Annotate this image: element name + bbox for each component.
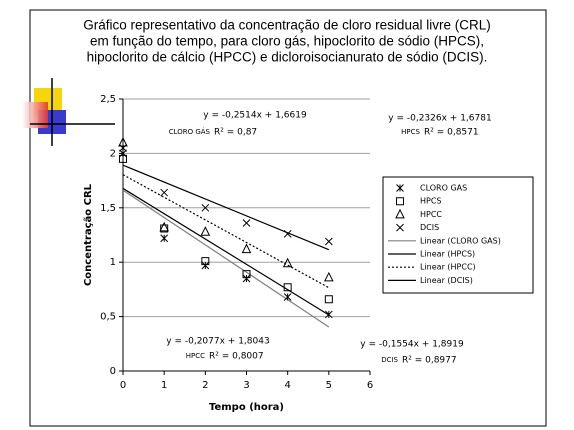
x-tick-label: 1 <box>161 380 167 391</box>
x-tick-label: 2 <box>202 380 208 391</box>
legend-label: Linear (DCIS) <box>420 276 473 285</box>
data-point <box>324 295 333 304</box>
trend-equation: y = -0,1554x + 1,8919 <box>360 340 464 350</box>
data-point <box>201 261 210 270</box>
trend-series-label: HPCC <box>186 352 205 360</box>
data-point <box>242 274 251 283</box>
decoration <box>22 78 115 146</box>
x-tick-label: 5 <box>326 380 332 391</box>
data-point <box>118 136 128 147</box>
chart-title: Gráfico representativo da concentração d… <box>83 18 490 33</box>
legend-label: HPCS <box>420 197 442 206</box>
legend-label: CLORO GAS <box>420 184 467 193</box>
data-point <box>119 154 127 163</box>
data-point <box>242 270 251 279</box>
data-point <box>283 230 292 238</box>
data-point <box>283 293 292 301</box>
data-point <box>324 237 333 246</box>
data-point <box>201 203 210 212</box>
trendline <box>122 189 330 328</box>
x-tick-label: 3 <box>243 380 249 391</box>
data-point <box>283 283 292 292</box>
legend-label: DCIS <box>420 223 439 232</box>
data-point <box>324 271 334 282</box>
data-point <box>160 234 169 243</box>
legend-marker <box>396 184 404 192</box>
trend-equation: y = -0,2514x + 1,6619 <box>203 111 307 121</box>
legend-marker <box>395 208 405 219</box>
y-axis-title: Concentração CRL <box>83 183 94 286</box>
legend-label: HPCC <box>420 210 442 219</box>
y-tick-label: 0 <box>110 366 116 377</box>
data-point <box>200 226 211 236</box>
y-tick-label: 2,5 <box>100 94 116 105</box>
y-tick-label: 0,5 <box>100 312 116 323</box>
legend-box <box>382 176 534 294</box>
legend-marker <box>396 197 404 206</box>
legend-marker <box>396 223 404 232</box>
y-tick-label: 2 <box>110 148 116 159</box>
trend-r2: R² = 0,8571 <box>424 128 479 138</box>
x-tick-label: 4 <box>284 380 290 391</box>
chart-title: em função do tempo, para cloro gás, hipo… <box>90 34 484 49</box>
trend-equation: y = -0,2326x + 1,6781 <box>388 114 491 124</box>
trend-series-label: CLORO GÁS <box>169 127 211 136</box>
trend-r2: R² = 0,87 <box>214 128 257 138</box>
x-tick-label: 6 <box>367 380 373 391</box>
data-point <box>282 257 293 268</box>
trend-series-label: DCIS <box>381 356 398 364</box>
y-tick-label: 1 <box>110 257 116 268</box>
data-point <box>159 221 169 232</box>
trendline <box>122 164 330 251</box>
y-tick-label: 1,5 <box>100 203 116 214</box>
trendline <box>122 187 330 316</box>
trend-series-label: HPCS <box>401 128 420 136</box>
trend-r2: R² = 0,8007 <box>209 352 264 362</box>
legend-label: Linear (HPCC) <box>420 263 476 272</box>
legend: CLORO GAS HPCS HPCC DCIS Linear (CLORO GAS) L… <box>382 176 534 294</box>
trendline <box>122 174 330 289</box>
chart: Gráfico representativo da concentração d… <box>83 18 534 413</box>
trend-r2: R² = 0,8977 <box>402 356 457 366</box>
data-point <box>160 188 169 197</box>
chart-title: hipoclorito de cálcio (HPCC) e diclorois… <box>87 50 488 65</box>
data-point <box>242 219 251 227</box>
x-axis-title: Tempo (hora) <box>209 402 284 413</box>
data-point <box>241 243 252 254</box>
legend-label: Linear (HPCS) <box>420 250 475 259</box>
data-point <box>119 149 127 158</box>
x-tick-label: 0 <box>120 380 126 391</box>
legend-label: Linear (CLORO GAS) <box>420 236 501 245</box>
trend-equation: y = -0,2077x + 1,8043 <box>166 337 269 347</box>
data-point <box>201 257 210 266</box>
